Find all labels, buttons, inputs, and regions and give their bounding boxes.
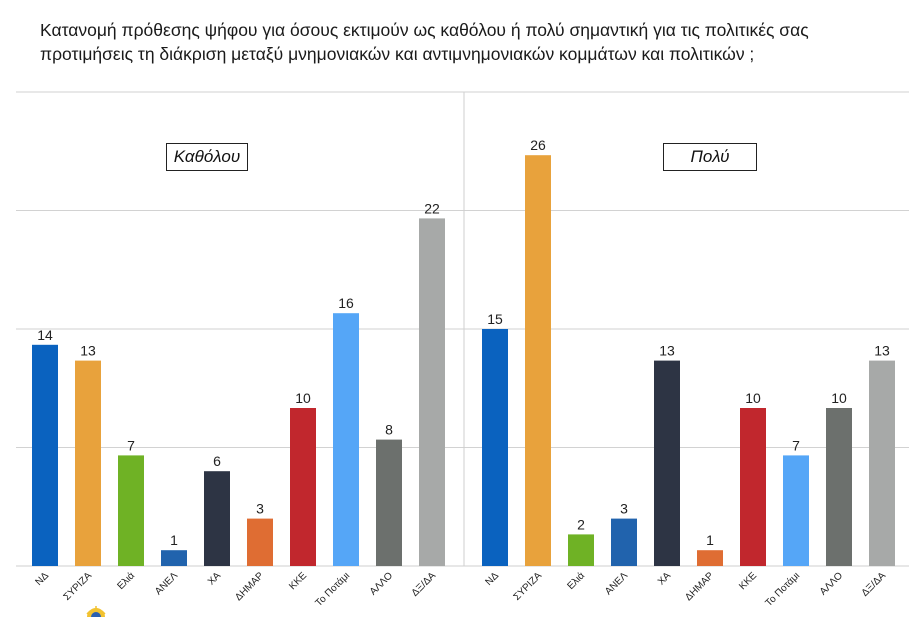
bar bbox=[290, 408, 316, 566]
category-label: Ελιά bbox=[565, 569, 588, 592]
bar bbox=[525, 155, 551, 566]
category-label: Ελιά bbox=[115, 569, 138, 592]
data-label: 26 bbox=[530, 137, 546, 153]
data-label: 1 bbox=[706, 532, 714, 548]
data-label: 6 bbox=[213, 453, 221, 469]
bar bbox=[118, 455, 144, 566]
data-label: 16 bbox=[338, 295, 354, 311]
category-label: ΚΚΕ bbox=[737, 570, 759, 592]
bar bbox=[333, 313, 359, 566]
category-label: Το Ποτάμι bbox=[763, 570, 802, 609]
data-label: 15 bbox=[487, 311, 503, 327]
category-label: Το Ποτάμι bbox=[313, 570, 352, 609]
bar bbox=[654, 360, 680, 566]
data-label: 14 bbox=[37, 327, 53, 343]
category-label: ΔΗΜΑΡ bbox=[683, 570, 716, 603]
bar bbox=[32, 344, 58, 566]
bar bbox=[783, 455, 809, 566]
bar bbox=[869, 360, 895, 566]
data-label: 10 bbox=[831, 390, 847, 406]
category-label: ΔΞ/ΔΑ bbox=[860, 570, 889, 599]
data-label: 7 bbox=[127, 437, 135, 453]
bar bbox=[161, 550, 187, 566]
category-label: ΑΛΛΟ bbox=[368, 570, 395, 597]
category-label: ΑΝΕΛ bbox=[153, 570, 180, 597]
bar bbox=[376, 439, 402, 566]
data-label: 3 bbox=[256, 501, 264, 517]
bar bbox=[611, 518, 637, 566]
data-label: 10 bbox=[745, 390, 761, 406]
data-label: 1 bbox=[170, 532, 178, 548]
category-label: ΧΑ bbox=[656, 570, 673, 587]
logo-icon bbox=[86, 606, 106, 617]
bar bbox=[75, 360, 101, 566]
category-label: ΔΞ/ΔΑ bbox=[410, 570, 439, 599]
category-label: ΑΝΕΛ bbox=[603, 570, 630, 597]
chart-title: Κατανομή πρόθεσης ψήφου για όσους εκτιμο… bbox=[40, 20, 809, 64]
data-label: 3 bbox=[620, 501, 628, 517]
category-label: ΣΥΡΙΖΑ bbox=[512, 570, 545, 603]
category-label: ΑΛΛΟ bbox=[818, 570, 845, 597]
bar bbox=[482, 329, 508, 566]
data-label: 2 bbox=[577, 516, 585, 532]
category-label: ΝΔ bbox=[484, 570, 502, 588]
bar bbox=[740, 408, 766, 566]
data-label: 13 bbox=[874, 343, 890, 359]
panel-label-left: Καθόλου bbox=[166, 143, 248, 171]
category-label: ΚΚΕ bbox=[287, 570, 309, 592]
data-label: 8 bbox=[385, 422, 393, 438]
category-label: ΧΑ bbox=[206, 570, 223, 587]
category-label: ΝΔ bbox=[34, 570, 52, 588]
data-label: 7 bbox=[792, 437, 800, 453]
data-label: 13 bbox=[659, 343, 675, 359]
bar bbox=[568, 534, 594, 566]
bar bbox=[204, 471, 230, 566]
bar bbox=[247, 518, 273, 566]
panel-label-right: Πολύ bbox=[663, 143, 757, 171]
data-label: 22 bbox=[424, 200, 440, 216]
bar bbox=[826, 408, 852, 566]
bar bbox=[697, 550, 723, 566]
data-label: 10 bbox=[295, 390, 311, 406]
category-label: ΣΥΡΙΖΑ bbox=[62, 570, 95, 603]
data-label: 13 bbox=[80, 343, 96, 359]
category-label: ΔΗΜΑΡ bbox=[233, 570, 266, 603]
bar bbox=[419, 218, 445, 566]
